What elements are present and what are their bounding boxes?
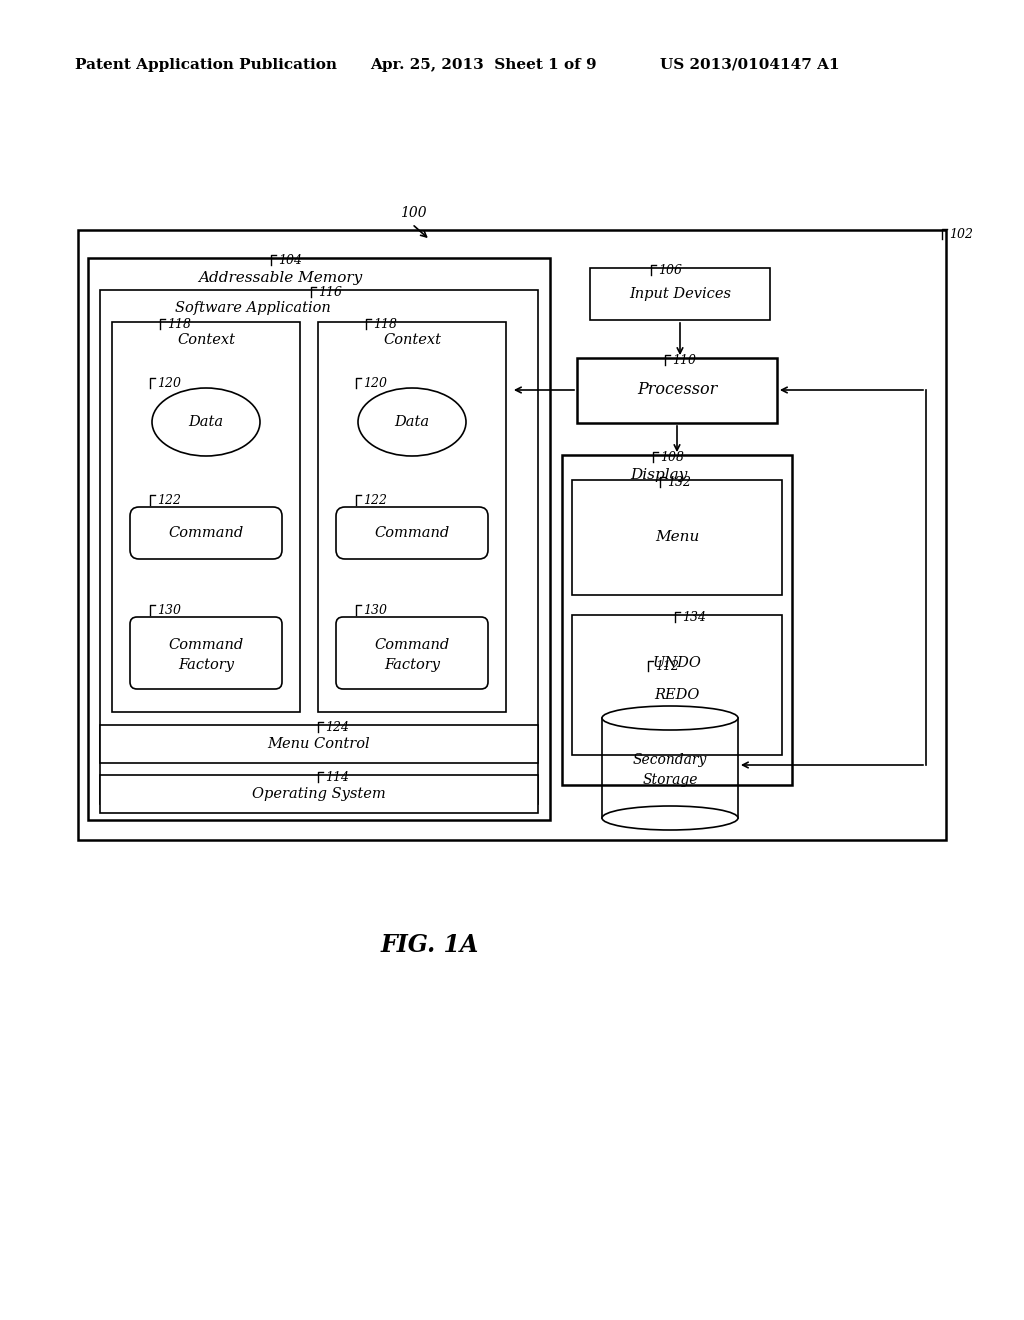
Bar xyxy=(78,230,946,840)
Text: FIG. 1A: FIG. 1A xyxy=(381,933,479,957)
Text: Data: Data xyxy=(394,414,429,429)
Text: 116: 116 xyxy=(318,286,342,300)
Bar xyxy=(318,322,506,711)
FancyBboxPatch shape xyxy=(130,507,282,558)
Text: Context: Context xyxy=(383,333,441,347)
Text: 132: 132 xyxy=(667,477,691,488)
Text: 106: 106 xyxy=(658,264,682,277)
Text: Processor: Processor xyxy=(637,381,717,399)
Text: Input Devices: Input Devices xyxy=(629,286,731,301)
Text: Operating System: Operating System xyxy=(252,787,386,801)
FancyBboxPatch shape xyxy=(336,616,488,689)
Bar xyxy=(590,268,770,319)
Text: Secondary: Secondary xyxy=(633,752,708,767)
Text: REDO: REDO xyxy=(654,688,699,702)
Text: Apr. 25, 2013  Sheet 1 of 9: Apr. 25, 2013 Sheet 1 of 9 xyxy=(370,58,597,73)
Text: 134: 134 xyxy=(682,611,706,624)
Ellipse shape xyxy=(602,807,738,830)
Bar xyxy=(100,725,538,763)
Text: Addressable Memory: Addressable Memory xyxy=(198,271,362,285)
Text: Storage: Storage xyxy=(642,774,697,787)
Text: 130: 130 xyxy=(362,605,387,616)
Text: 104: 104 xyxy=(278,253,302,267)
Text: 112: 112 xyxy=(655,660,679,673)
Text: Display: Display xyxy=(630,469,687,482)
Bar xyxy=(100,775,538,813)
Text: Menu: Menu xyxy=(654,531,699,544)
FancyBboxPatch shape xyxy=(130,616,282,689)
Bar xyxy=(100,290,538,804)
Text: Command: Command xyxy=(168,638,244,652)
Text: 120: 120 xyxy=(362,378,387,389)
Ellipse shape xyxy=(602,706,738,730)
Text: 120: 120 xyxy=(157,378,181,389)
Bar xyxy=(88,257,550,820)
Text: Command: Command xyxy=(375,525,450,540)
Text: 130: 130 xyxy=(157,605,181,616)
Text: 114: 114 xyxy=(325,771,349,784)
Text: Context: Context xyxy=(177,333,234,347)
Text: Command: Command xyxy=(375,638,450,652)
Text: Patent Application Publication: Patent Application Publication xyxy=(75,58,337,73)
Text: 110: 110 xyxy=(672,354,696,367)
Bar xyxy=(572,615,782,755)
Text: Command: Command xyxy=(168,525,244,540)
FancyBboxPatch shape xyxy=(336,507,488,558)
Bar xyxy=(562,455,792,785)
Text: 100: 100 xyxy=(400,206,427,220)
Text: 102: 102 xyxy=(949,228,973,242)
Text: US 2013/0104147 A1: US 2013/0104147 A1 xyxy=(660,58,840,73)
Text: UNDO: UNDO xyxy=(652,656,701,671)
Text: 122: 122 xyxy=(157,494,181,507)
Text: 108: 108 xyxy=(660,451,684,465)
Text: 122: 122 xyxy=(362,494,387,507)
Text: 118: 118 xyxy=(373,318,397,331)
Bar xyxy=(572,480,782,595)
Text: Factory: Factory xyxy=(384,657,440,672)
Text: 118: 118 xyxy=(167,318,191,331)
Text: Menu Control: Menu Control xyxy=(267,737,371,751)
Ellipse shape xyxy=(358,388,466,455)
Text: Software Application: Software Application xyxy=(175,301,331,315)
Bar xyxy=(577,358,777,422)
Text: Factory: Factory xyxy=(178,657,234,672)
Ellipse shape xyxy=(152,388,260,455)
Bar xyxy=(602,718,738,818)
Bar xyxy=(112,322,300,711)
Text: 124: 124 xyxy=(325,721,349,734)
Text: Data: Data xyxy=(188,414,223,429)
